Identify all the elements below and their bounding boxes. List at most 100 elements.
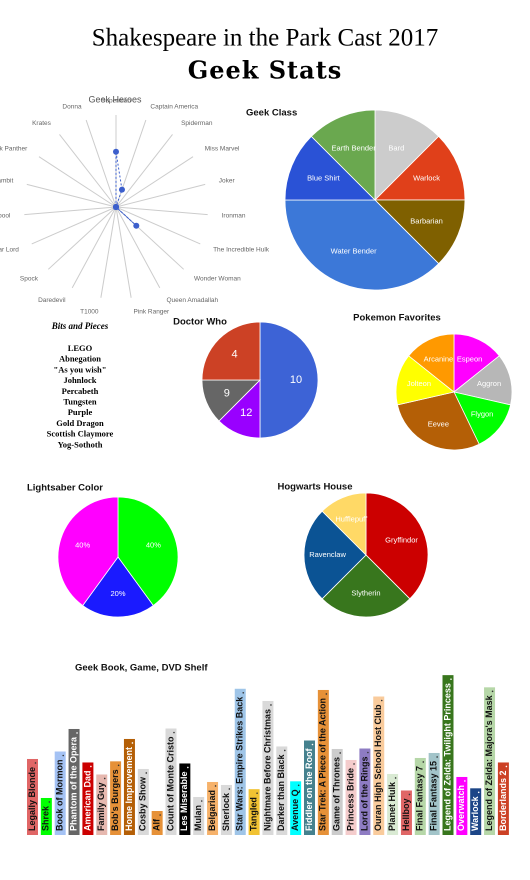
chart-title: Geek Class xyxy=(246,108,297,119)
slice-label: Gryffindor xyxy=(385,535,418,544)
chart-title: Pokemon Favorites xyxy=(353,313,441,324)
radar-label: Miss Marvel xyxy=(205,146,240,153)
book-dot xyxy=(270,704,272,706)
book: Tangled xyxy=(248,789,260,835)
shelf-title: Geek Book, Game, DVD Shelf xyxy=(75,663,208,674)
book-spine xyxy=(497,762,509,835)
book: Cosby Show xyxy=(137,768,149,835)
slice-label: 20% xyxy=(110,589,125,598)
slice-label: Arcanine xyxy=(424,355,454,364)
book-dot xyxy=(394,777,397,779)
book-dot xyxy=(311,743,314,746)
pie-slice xyxy=(365,492,429,600)
book-spine xyxy=(110,761,122,835)
slice-label: Water Bender xyxy=(331,247,377,256)
pie-slice xyxy=(82,556,154,618)
book: Star Wars: Empire Strikes Back xyxy=(235,688,246,835)
slice-label: 10 xyxy=(290,374,302,386)
slice-label: Flygon xyxy=(471,409,494,418)
book: Shrek xyxy=(41,797,52,835)
book-dot xyxy=(505,765,508,768)
book: Borderlands 2 xyxy=(498,762,509,835)
book: American Dad xyxy=(82,762,94,835)
pie-slice xyxy=(303,510,367,600)
book-label: Overwatch xyxy=(456,785,466,831)
book: Ouran High School Host Club xyxy=(373,696,385,835)
bits-item: Johnlock xyxy=(63,375,96,385)
book-dot xyxy=(228,788,231,790)
book-label: Star Wars: Empire Strikes Back xyxy=(235,696,245,831)
book-dot xyxy=(367,751,369,754)
book-spine xyxy=(248,789,260,835)
pie-slice xyxy=(374,135,466,201)
radar-spoke xyxy=(31,206,117,245)
book-label: Legend of Zelda: Twilight Princess xyxy=(442,683,452,831)
pie-slice xyxy=(408,333,455,393)
radar-label: Pink Ranger xyxy=(133,308,170,315)
book-dot xyxy=(297,784,300,787)
book-label: Nightmare Before Christmas xyxy=(262,709,272,831)
radar-spoke xyxy=(59,134,117,208)
chart-title: Lightsaber Color xyxy=(27,483,103,494)
book: Planet Hulk xyxy=(387,773,399,835)
book-label: Tangled xyxy=(248,797,258,831)
book-spine xyxy=(400,790,412,835)
pie-slice xyxy=(374,109,440,201)
slice-label: 12 xyxy=(240,407,252,419)
book-spine xyxy=(470,788,482,835)
book-dot xyxy=(173,731,175,734)
book-spine xyxy=(123,738,135,835)
slice-label: Hufflepuff xyxy=(335,514,368,523)
book-spine xyxy=(304,740,315,835)
radar-label: Gambit xyxy=(0,178,13,185)
book: Princess Bride xyxy=(345,759,357,835)
book-dot xyxy=(477,791,480,794)
book-dot xyxy=(145,772,148,774)
slice-label: 4 xyxy=(232,348,238,360)
book-label: Home Improvement xyxy=(124,747,134,831)
chart-title: Geek Heroes xyxy=(88,94,142,104)
slice-label: Barbarian xyxy=(410,216,443,225)
radar-spoke xyxy=(47,206,117,270)
book-label: Borderlands 2 xyxy=(498,770,508,831)
book-label: Final Fantasy 15 xyxy=(429,761,439,831)
book: Final Fantasy 15 xyxy=(429,752,440,835)
book: Phantom of the Opera xyxy=(68,728,80,835)
book-dot xyxy=(339,752,342,754)
slice-label: Ravenclaw xyxy=(309,550,346,559)
radar-label: Joker xyxy=(219,178,236,185)
book: Avenue Q xyxy=(290,781,302,835)
book-label: Princess Bride xyxy=(345,768,355,831)
pie-slice xyxy=(396,391,480,451)
radar-spoke xyxy=(71,206,117,289)
book-spine xyxy=(456,776,468,835)
radar-spoke xyxy=(115,134,173,208)
book-label: Legally Blonde xyxy=(27,767,37,831)
book-spine xyxy=(96,774,108,835)
book-spine xyxy=(484,687,496,835)
book-dot xyxy=(159,814,161,816)
book-label: Avenue Q xyxy=(290,789,300,831)
pie-slice xyxy=(321,492,367,556)
book-label: Ouran High School Host Club xyxy=(373,704,383,831)
radar-spoke xyxy=(115,183,206,208)
pie-slice xyxy=(201,321,261,381)
book-spine xyxy=(137,768,149,835)
radar-label: Daredevil xyxy=(38,297,66,304)
pie-slice xyxy=(453,391,512,445)
book: Home Improvement xyxy=(123,738,135,835)
radar-label: Deadpool xyxy=(0,212,11,219)
pie-slice xyxy=(453,355,513,406)
book-label: Final Fantasy 7 xyxy=(415,766,425,831)
book: Family Guy xyxy=(96,774,108,835)
radar-label: Superman xyxy=(101,98,131,105)
book: Book of Mormon xyxy=(55,751,66,835)
book-spine xyxy=(331,748,343,835)
book-spine xyxy=(359,748,371,835)
book: Bob's Burgers xyxy=(110,761,122,835)
book-label: Lord of the Rings xyxy=(359,757,369,832)
book-label: Sherlock xyxy=(221,792,231,831)
book-spine xyxy=(387,773,399,835)
slice-label: Eevee xyxy=(428,419,449,428)
